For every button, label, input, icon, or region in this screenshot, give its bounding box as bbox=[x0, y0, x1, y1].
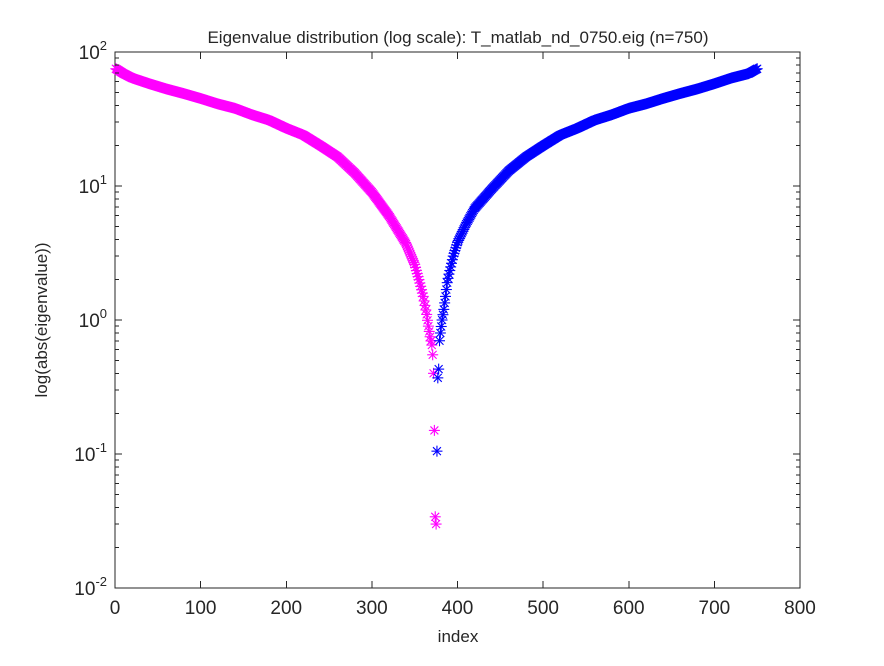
y-tick-base: 10 bbox=[79, 43, 100, 64]
x-tick-label: 300 bbox=[356, 598, 388, 619]
y-tick-exponent: 0 bbox=[100, 306, 107, 321]
y-tick-base: 10 bbox=[79, 177, 100, 198]
data-point-marker bbox=[427, 349, 439, 361]
data-point-marker bbox=[429, 511, 441, 523]
x-tick-label: 200 bbox=[270, 598, 302, 619]
data-point-marker bbox=[436, 314, 448, 326]
plot-area-box bbox=[114, 51, 801, 589]
data-point-marker bbox=[422, 314, 434, 326]
data-point-marker bbox=[405, 250, 417, 262]
x-tick-label: 800 bbox=[784, 598, 816, 619]
data-point-marker bbox=[445, 261, 457, 273]
data-point-marker bbox=[439, 297, 451, 309]
data-point-marker bbox=[751, 63, 763, 75]
y-tick-exponent: 2 bbox=[100, 38, 107, 53]
y-tick-label: 10-1 bbox=[74, 440, 107, 466]
data-point-marker bbox=[446, 254, 458, 266]
y-tick-label: 100 bbox=[79, 306, 107, 332]
y-tick-exponent: -2 bbox=[95, 574, 107, 589]
data-point-marker bbox=[422, 320, 434, 332]
x-axis-label: index bbox=[438, 627, 479, 646]
series-layer bbox=[110, 63, 763, 530]
data-point-marker bbox=[421, 308, 433, 320]
data-point-marker bbox=[437, 309, 449, 321]
x-tick-label: 700 bbox=[699, 598, 731, 619]
data-point-marker bbox=[423, 325, 435, 337]
data-point-marker bbox=[433, 363, 445, 375]
x-tick-label: 100 bbox=[185, 598, 217, 619]
data-point-marker bbox=[430, 518, 442, 530]
y-tick-label: 102 bbox=[79, 38, 107, 64]
x-tick-label: 400 bbox=[442, 598, 474, 619]
chart-title: Eigenvalue distribution (log scale): T_m… bbox=[207, 28, 708, 47]
series-2 bbox=[431, 63, 763, 457]
y-tick-exponent: -1 bbox=[95, 440, 107, 455]
data-point-marker bbox=[431, 445, 443, 457]
data-point-marker bbox=[434, 335, 446, 347]
y-tick-exponent: 1 bbox=[100, 172, 107, 187]
data-point-marker bbox=[432, 372, 444, 384]
x-tick-label: 0 bbox=[110, 598, 121, 619]
y-tick-base: 10 bbox=[74, 579, 95, 600]
y-tick-base: 10 bbox=[79, 311, 100, 332]
data-point-marker bbox=[435, 320, 447, 332]
y-tick-label: 101 bbox=[79, 172, 107, 198]
x-tick-label: 500 bbox=[527, 598, 559, 619]
y-tick-label: 10-2 bbox=[74, 574, 107, 600]
data-point-marker bbox=[428, 424, 440, 436]
x-tick-label: 600 bbox=[613, 598, 645, 619]
series-1 bbox=[110, 63, 442, 530]
data-point-marker bbox=[426, 339, 438, 351]
y-axis-label: log(abs(eigenvalue)) bbox=[32, 243, 51, 398]
y-tick-base: 10 bbox=[74, 445, 95, 466]
ticks: 0 100 200 300 400 500 600 700 80010-210-11001011… bbox=[74, 38, 816, 619]
axes bbox=[114, 51, 801, 589]
